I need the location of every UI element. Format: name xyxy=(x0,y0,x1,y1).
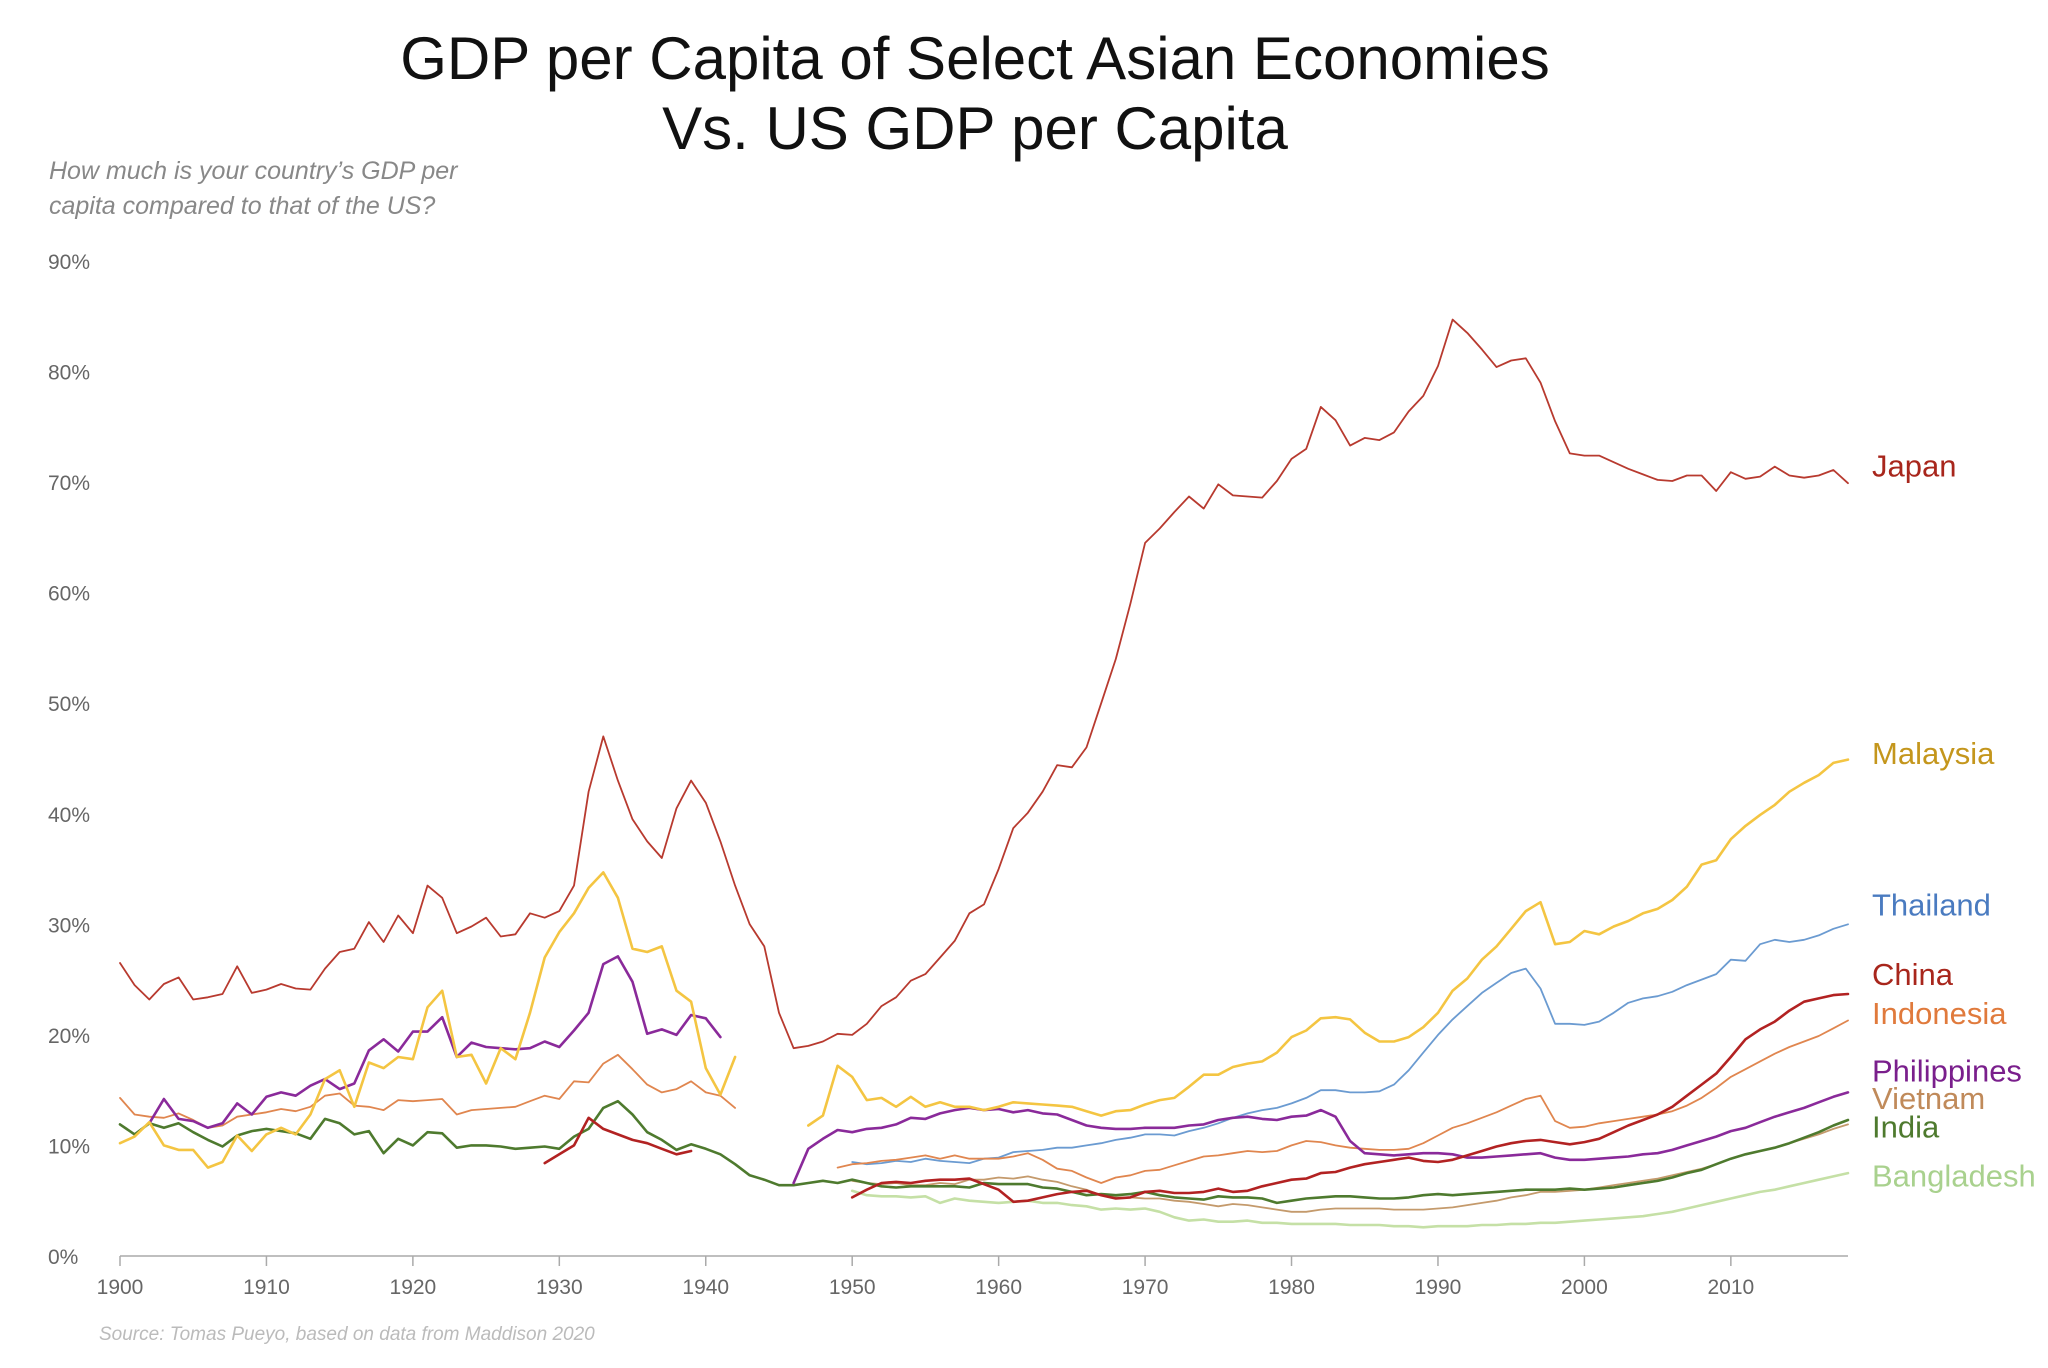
series-labels: Japan Malaysia Thailand China Indonesia Phili… xyxy=(1872,449,2036,1194)
x-tick-label: 1960 xyxy=(975,1276,1022,1299)
x-tick-label: 1990 xyxy=(1415,1276,1462,1299)
x-tick-label: 1900 xyxy=(97,1276,144,1299)
x-tick-label: 1940 xyxy=(682,1276,729,1299)
y-tick-label: 10% xyxy=(48,1135,90,1158)
series-line-philippines xyxy=(148,955,1850,1185)
series-lines xyxy=(118,318,1850,1229)
x-tick-label: 1930 xyxy=(536,1276,583,1299)
x-tick-label: 2010 xyxy=(1707,1276,1754,1299)
series-line-china xyxy=(543,992,1850,1204)
series-label-japan: Japan xyxy=(1872,449,1956,484)
y-tick-label: 60% xyxy=(48,583,90,606)
chart-title: GDP per Capita of Select Asian Economies… xyxy=(0,24,1950,164)
series-label-vietnam: Vietnam xyxy=(1872,1081,1985,1116)
chart-subtitle-line-1: How much is your country’s GDP per xyxy=(49,157,458,185)
y-tick-label: 90% xyxy=(48,251,90,274)
x-tick-label: 1970 xyxy=(1122,1276,1169,1299)
series-line-indonesia xyxy=(119,1019,1849,1184)
y-tick-label: 30% xyxy=(48,914,90,937)
series-line-malaysia xyxy=(118,758,1850,1169)
y-tick-label: 40% xyxy=(48,804,90,827)
x-tick-label: 1950 xyxy=(829,1276,876,1299)
chart-subtitle-line-2: capita compared to that of the US? xyxy=(49,192,436,220)
source-note: Source: Tomas Pueyo, based on data from … xyxy=(99,1324,595,1345)
y-axis: 0% 10% 20% 30% 40% 50% 60% 70% 80% 90% xyxy=(48,251,90,1269)
series-label-thailand: Thailand xyxy=(1872,887,1991,922)
x-tick-label: 1980 xyxy=(1268,1276,1315,1299)
series-label-china: China xyxy=(1872,957,1954,992)
series-line-bangladesh xyxy=(850,1171,1850,1229)
series-line-japan xyxy=(119,318,1849,1050)
series-line-india xyxy=(118,1099,1850,1205)
chart-subtitle: How much is your country’s GDP per capit… xyxy=(49,154,569,224)
series-label-india: India xyxy=(1872,1110,1940,1145)
series-line-thailand xyxy=(851,923,1849,1166)
y-tick-label: 70% xyxy=(48,472,90,495)
x-axis: 1900 1910 1920 1930 1940 1950 1960 1970 1980 1990… xyxy=(97,1255,1848,1299)
chart-title-line-2: Vs. US GDP per Capita xyxy=(662,95,1288,162)
x-tick-label: 1920 xyxy=(390,1276,437,1299)
y-tick-label: 20% xyxy=(48,1025,90,1048)
y-tick-label: 80% xyxy=(48,362,90,385)
series-label-bangladesh: Bangladesh xyxy=(1872,1158,2036,1193)
series-label-malaysia: Malaysia xyxy=(1872,736,1995,771)
series-label-indonesia: Indonesia xyxy=(1872,996,2007,1031)
series-label-philippines: Philippines xyxy=(1872,1053,2022,1088)
y-tick-label: 50% xyxy=(48,693,90,716)
series-line-vietnam xyxy=(851,1123,1849,1213)
chart-title-line-1: GDP per Capita of Select Asian Economies xyxy=(400,25,1550,92)
y-tick-label: 0% xyxy=(48,1246,78,1269)
x-tick-label: 2000 xyxy=(1561,1276,1608,1299)
x-tick-label: 1910 xyxy=(243,1276,290,1299)
